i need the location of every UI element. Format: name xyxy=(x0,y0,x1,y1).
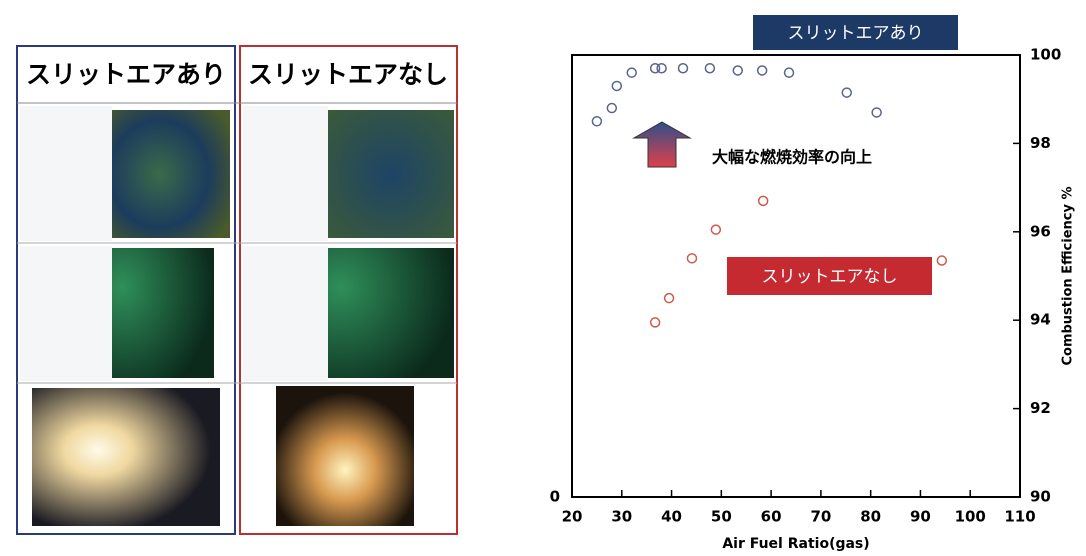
point xyxy=(649,63,661,74)
point xyxy=(606,102,618,114)
y-tick-label: 98 xyxy=(1030,134,1051,152)
annotation: 大幅な燃焼効率の向上 xyxy=(712,148,872,167)
legend-box xyxy=(753,15,958,50)
green-image xyxy=(328,248,454,378)
point xyxy=(677,63,689,74)
frame-without xyxy=(239,45,458,535)
arrow xyxy=(632,121,692,168)
x-tick-label: 70 xyxy=(810,508,831,526)
x-tick-label: 30 xyxy=(611,508,632,526)
x-tick-label: 80 xyxy=(860,508,881,526)
point xyxy=(626,67,637,78)
x-tick-label: 60 xyxy=(761,508,782,526)
flow-image xyxy=(112,110,230,238)
header: スリットエアあり xyxy=(26,60,226,89)
flow-image xyxy=(328,110,454,238)
left-axis-label: 0 xyxy=(550,488,560,506)
point xyxy=(663,292,675,304)
point xyxy=(611,80,623,92)
point xyxy=(757,195,769,207)
point xyxy=(756,65,768,76)
point xyxy=(686,253,698,264)
green-image xyxy=(112,248,214,378)
y-tick-label: 100 xyxy=(1030,46,1061,64)
point xyxy=(704,63,716,74)
y-tick-label: 96 xyxy=(1030,222,1051,240)
diagram xyxy=(20,106,112,241)
point xyxy=(841,87,853,98)
left-panel: スリットエアあり スリットエアなし xyxy=(16,45,458,535)
legend-box xyxy=(727,257,932,295)
x-tick-label: 20 xyxy=(562,508,583,526)
y-tick-label: 94 xyxy=(1030,311,1051,329)
header: スリットエアなし xyxy=(248,60,448,89)
point xyxy=(871,107,882,118)
x-tick-label: 50 xyxy=(711,508,732,526)
legend-label: スリットエアなし xyxy=(762,267,898,287)
point xyxy=(649,317,661,328)
x-tick-label: 90 xyxy=(910,508,931,526)
y-tick-label: 90 xyxy=(1030,488,1051,506)
frame-with xyxy=(16,45,236,535)
diagram xyxy=(243,106,328,241)
plot-frame xyxy=(571,54,1021,498)
x-axis-title: Air Fuel Ratio(gas) xyxy=(722,536,869,552)
point xyxy=(732,65,744,76)
point xyxy=(591,116,603,127)
flame-photo xyxy=(32,388,220,526)
y-axis-title: Combustion Efficiency % xyxy=(1061,186,1076,365)
x-tick-label: 100 xyxy=(955,508,986,526)
flame-photo xyxy=(276,386,414,526)
y-tick-label: 92 xyxy=(1030,399,1051,417)
point xyxy=(656,63,667,74)
x-tick-label: 40 xyxy=(661,508,682,526)
diagram xyxy=(20,246,112,381)
diagram xyxy=(243,246,328,381)
legend-label: スリットエアあり xyxy=(788,24,924,44)
point xyxy=(936,255,948,266)
x-tick-label: 110 xyxy=(1004,508,1035,526)
point xyxy=(710,224,722,235)
point xyxy=(783,67,795,78)
